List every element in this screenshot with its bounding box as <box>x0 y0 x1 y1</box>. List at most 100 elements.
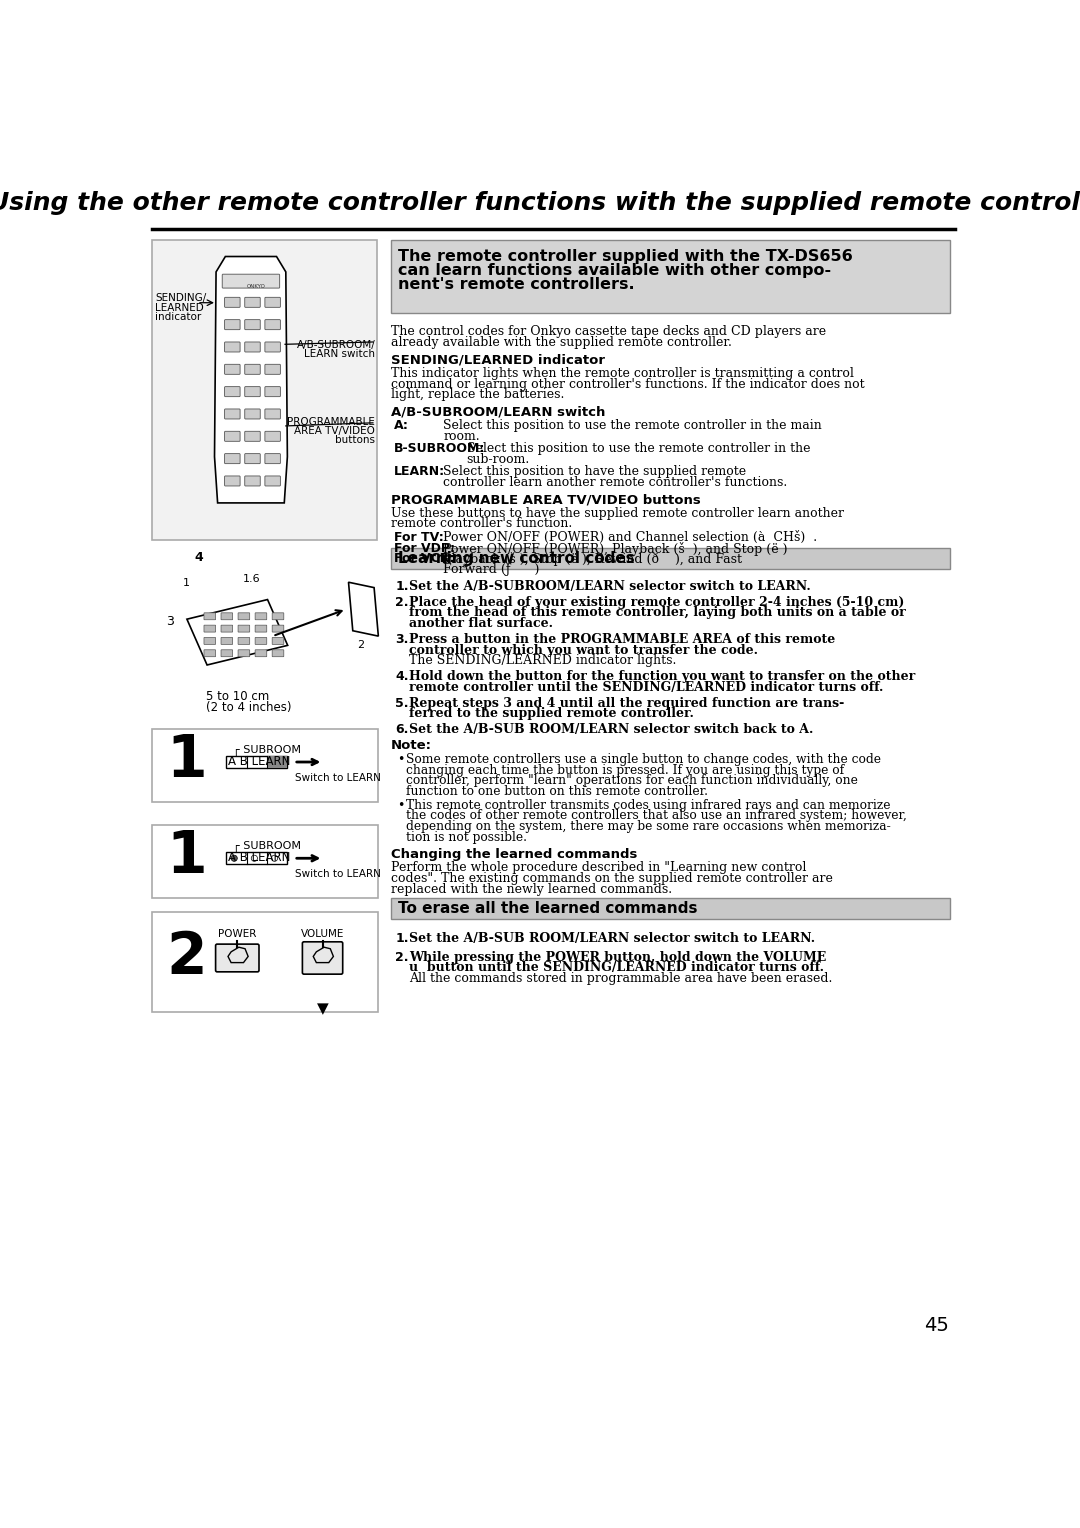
Text: Some remote controllers use a single button to change codes, with the code: Some remote controllers use a single but… <box>406 753 881 766</box>
Text: tion is not possible.: tion is not possible. <box>406 831 527 843</box>
FancyBboxPatch shape <box>221 649 232 657</box>
FancyBboxPatch shape <box>265 364 281 374</box>
FancyBboxPatch shape <box>216 944 259 972</box>
FancyBboxPatch shape <box>222 274 280 289</box>
FancyBboxPatch shape <box>225 387 240 397</box>
Text: 6.: 6. <box>395 723 408 736</box>
FancyBboxPatch shape <box>265 319 281 330</box>
Polygon shape <box>215 257 287 503</box>
Text: B-SUBROOM:: B-SUBROOM: <box>394 442 485 455</box>
FancyBboxPatch shape <box>227 756 287 769</box>
Text: 1.: 1. <box>395 932 409 944</box>
FancyBboxPatch shape <box>204 637 216 645</box>
Text: Select this position to have the supplied remote: Select this position to have the supplie… <box>444 465 746 478</box>
FancyBboxPatch shape <box>245 319 260 330</box>
FancyBboxPatch shape <box>225 319 240 330</box>
Circle shape <box>231 856 238 862</box>
Text: Set the A/B-SUB ROOM/LEARN selector switch back to A.: Set the A/B-SUB ROOM/LEARN selector swit… <box>409 723 813 736</box>
Text: controller, perform "learn" operations for each function individually, one: controller, perform "learn" operations f… <box>406 775 859 787</box>
Text: already available with the supplied remote controller.: already available with the supplied remo… <box>391 336 731 348</box>
Circle shape <box>252 856 257 862</box>
Text: 2.: 2. <box>395 596 409 608</box>
Text: function to one button on this remote controller.: function to one button on this remote co… <box>406 785 708 798</box>
FancyBboxPatch shape <box>225 454 240 463</box>
Text: For VDP:: For VDP: <box>394 541 455 555</box>
Text: This indicator lights when the remote controller is transmitting a control: This indicator lights when the remote co… <box>391 367 853 379</box>
FancyBboxPatch shape <box>265 475 281 486</box>
FancyBboxPatch shape <box>221 613 232 620</box>
FancyBboxPatch shape <box>265 454 281 463</box>
FancyBboxPatch shape <box>221 637 232 645</box>
FancyBboxPatch shape <box>152 825 378 898</box>
FancyBboxPatch shape <box>245 475 260 486</box>
Text: ▼: ▼ <box>316 1001 328 1016</box>
Text: ONKYO: ONKYO <box>247 284 266 289</box>
FancyBboxPatch shape <box>245 454 260 463</box>
Text: The control codes for Onkyo cassette tape decks and CD players are: The control codes for Onkyo cassette tap… <box>391 325 826 338</box>
Text: (2 to 4 inches): (2 to 4 inches) <box>206 701 292 714</box>
Text: 4: 4 <box>194 552 203 564</box>
Text: While pressing the POWER button, hold down the VOLUME: While pressing the POWER button, hold do… <box>409 950 826 964</box>
FancyBboxPatch shape <box>221 625 232 633</box>
Text: LEARNED: LEARNED <box>156 303 204 313</box>
Text: •: • <box>397 799 404 811</box>
FancyBboxPatch shape <box>204 649 216 657</box>
FancyBboxPatch shape <box>225 364 240 374</box>
FancyBboxPatch shape <box>238 637 249 645</box>
Text: VOLUME: VOLUME <box>301 929 345 938</box>
FancyBboxPatch shape <box>302 941 342 975</box>
Text: Use these buttons to have the supplied remote controller learn another: Use these buttons to have the supplied r… <box>391 507 843 520</box>
FancyBboxPatch shape <box>245 410 260 419</box>
FancyBboxPatch shape <box>238 625 249 633</box>
Text: The remote controller supplied with the TX-DS656: The remote controller supplied with the … <box>399 249 853 264</box>
Text: replaced with the newly learned commands.: replaced with the newly learned commands… <box>391 883 672 895</box>
FancyBboxPatch shape <box>204 613 216 620</box>
Text: 1.6: 1.6 <box>242 575 260 584</box>
FancyBboxPatch shape <box>267 756 287 769</box>
FancyBboxPatch shape <box>265 410 281 419</box>
FancyBboxPatch shape <box>152 729 378 802</box>
Circle shape <box>271 856 278 862</box>
Text: 2: 2 <box>357 640 365 649</box>
FancyBboxPatch shape <box>245 431 260 442</box>
Text: controller learn another remote controller's functions.: controller learn another remote controll… <box>444 475 787 489</box>
Text: Learning new control codes: Learning new control codes <box>399 552 635 567</box>
Text: LEARN switch: LEARN switch <box>305 348 375 359</box>
Text: sub-room.: sub-room. <box>467 452 530 466</box>
Text: u  button until the SENDING/LEARNED indicator turns off.: u button until the SENDING/LEARNED indic… <box>409 961 824 975</box>
Text: Using the other remote controller functions with the supplied remote controller: Using the other remote controller functi… <box>0 191 1080 215</box>
Text: controller to which you want to transfer the code.: controller to which you want to transfer… <box>409 643 758 657</box>
FancyBboxPatch shape <box>255 649 267 657</box>
FancyBboxPatch shape <box>391 240 950 313</box>
Polygon shape <box>187 599 287 665</box>
FancyBboxPatch shape <box>238 649 249 657</box>
FancyBboxPatch shape <box>272 649 284 657</box>
Text: Power ON/OFF (POWER) and Channel selection (à  CHš)  .: Power ON/OFF (POWER) and Channel selecti… <box>444 530 818 544</box>
Text: Perform the whole procedure described in "Learning new control: Perform the whole procedure described in… <box>391 862 806 874</box>
Text: depending on the system, there may be some rare occasions when memoriza-: depending on the system, there may be so… <box>406 821 891 833</box>
Text: remote controller until the SENDING/LEARNED indicator turns off.: remote controller until the SENDING/LEAR… <box>409 681 883 694</box>
FancyBboxPatch shape <box>152 912 378 1012</box>
Text: ┌ SUBROOM: ┌ SUBROOM <box>233 842 301 853</box>
Text: A/B-SUBROOM/: A/B-SUBROOM/ <box>297 339 375 350</box>
Text: 2: 2 <box>166 929 206 986</box>
FancyBboxPatch shape <box>225 431 240 442</box>
Text: Set the A/B-SUBROOM/LEARN selector switch to LEARN.: Set the A/B-SUBROOM/LEARN selector switc… <box>409 581 811 593</box>
Text: can learn functions available with other compo-: can learn functions available with other… <box>399 263 832 278</box>
Text: Power ON/OFF (POWER), Playback (š  ), and Stop (ë ): Power ON/OFF (POWER), Playback (š ), and… <box>444 541 788 556</box>
Text: nent's remote controllers.: nent's remote controllers. <box>399 277 635 292</box>
Text: Note:: Note: <box>391 740 432 752</box>
Text: Playback (š ), Stop (ë ), Rewind (ð    ), and Fast: Playback (š ), Stop (ë ), Rewind (ð ), a… <box>444 553 742 567</box>
FancyBboxPatch shape <box>272 613 284 620</box>
Text: Switch to LEARN: Switch to LEARN <box>296 773 381 782</box>
Text: POWER: POWER <box>218 929 256 938</box>
Text: Forward (ƒ      ): Forward (ƒ ) <box>444 564 540 576</box>
Text: ┌ SUBROOM: ┌ SUBROOM <box>233 746 301 756</box>
Text: 5 to 10 cm: 5 to 10 cm <box>206 691 270 703</box>
Text: 3: 3 <box>166 614 174 628</box>
FancyBboxPatch shape <box>255 625 267 633</box>
FancyBboxPatch shape <box>272 637 284 645</box>
Text: the codes of other remote controllers that also use an infrared system; however,: the codes of other remote controllers th… <box>406 810 907 822</box>
FancyBboxPatch shape <box>225 410 240 419</box>
Text: Select this position to use the remote controller in the main: Select this position to use the remote c… <box>444 419 822 432</box>
